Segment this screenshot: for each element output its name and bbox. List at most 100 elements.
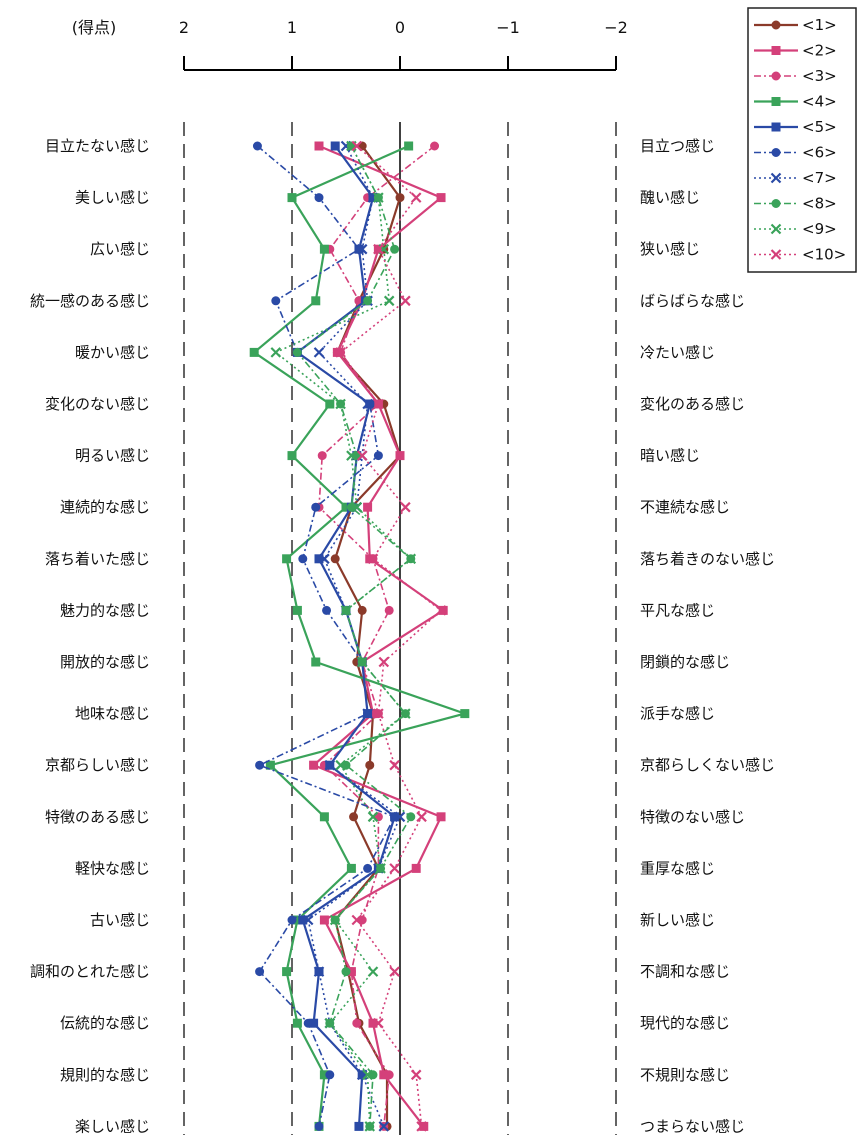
series-point <box>400 501 411 513</box>
series-point <box>309 760 319 770</box>
series-point <box>351 501 363 513</box>
series-point <box>373 398 384 410</box>
legend-label: <6> <box>802 144 837 162</box>
series-point <box>375 863 386 874</box>
axis-tick-label: 1 <box>287 18 297 37</box>
right-label: 派手な感じ <box>640 705 715 723</box>
legend-item: <6> <box>754 144 837 162</box>
series-point <box>404 141 414 151</box>
series-point <box>292 605 302 615</box>
series-point <box>314 1121 324 1131</box>
series-point <box>265 760 275 770</box>
series-point <box>373 243 384 255</box>
legend-item: <4> <box>754 93 837 111</box>
series-point <box>303 1018 313 1028</box>
series-point <box>324 759 336 771</box>
right-label: 冷たい感じ <box>640 343 715 361</box>
series-point <box>363 502 373 512</box>
right-label: 不連続な感じ <box>640 498 730 516</box>
series-point <box>319 553 330 565</box>
series-line <box>318 145 436 1127</box>
legend-marker <box>771 71 781 81</box>
left-label: 統一感のある感じ <box>30 292 150 310</box>
series-point <box>335 759 346 771</box>
legend-label: <2> <box>802 42 837 60</box>
series-point <box>389 966 400 977</box>
series-point <box>354 1121 364 1131</box>
series-point <box>287 915 297 925</box>
right-label: 変化のある感じ <box>640 395 745 413</box>
series-point <box>410 192 422 203</box>
series-point <box>324 1017 336 1029</box>
left-label: 開放的な感じ <box>60 653 150 671</box>
profile-series <box>249 140 470 1132</box>
series-point <box>330 554 340 564</box>
right-label: 特徴のない感じ <box>640 808 745 826</box>
series-point <box>322 605 332 615</box>
series-point <box>384 605 394 615</box>
series-point <box>363 296 373 306</box>
series-point <box>367 553 379 565</box>
series-point <box>356 656 368 668</box>
series-point <box>255 760 265 770</box>
series-point <box>363 863 373 873</box>
legend-label: <9> <box>802 220 837 238</box>
series-point <box>389 759 400 771</box>
series-point <box>367 811 379 823</box>
left-label: 特徴のある感じ <box>45 808 150 826</box>
series-point <box>298 554 308 564</box>
series-5 <box>292 141 400 1131</box>
series-point <box>346 863 356 873</box>
series-line <box>256 145 396 1127</box>
series-point <box>400 708 411 719</box>
series-point <box>405 553 417 565</box>
series-point <box>416 1121 427 1132</box>
right-label: 重厚な感じ <box>640 859 715 877</box>
series-point <box>270 347 282 358</box>
series-point <box>255 967 265 977</box>
series-point <box>311 657 321 667</box>
series-point <box>394 811 406 823</box>
series-point <box>389 863 400 874</box>
series-point <box>365 760 375 770</box>
series-6 <box>252 141 400 1131</box>
series-point <box>378 656 390 668</box>
legend-label: <3> <box>802 67 837 85</box>
series-point <box>287 451 297 461</box>
left-label: 地味な感じ <box>75 705 150 723</box>
series-point <box>411 863 421 873</box>
series-point <box>311 296 321 306</box>
legend-label: <5> <box>802 118 837 136</box>
legend-item: <3> <box>754 67 837 85</box>
legend-item: <5> <box>754 118 837 136</box>
legend-marker <box>770 172 782 184</box>
legend-item: <2> <box>754 42 837 60</box>
legend-marker <box>771 46 781 55</box>
legend-label: <4> <box>802 93 837 111</box>
series-point <box>373 451 383 461</box>
legend-marker <box>771 122 781 132</box>
series-point <box>302 914 314 926</box>
series-point <box>335 398 346 410</box>
series-point <box>314 141 324 151</box>
right-label: 京都らしくない感じ <box>640 756 775 774</box>
series-point <box>319 915 329 925</box>
axis-tick-label: −2 <box>604 18 628 37</box>
series-point <box>311 502 321 512</box>
left-label: 広い感じ <box>90 240 150 258</box>
series-point <box>357 605 367 615</box>
series-point <box>341 967 351 977</box>
legend-label: <10> <box>802 246 846 264</box>
right-label: 醜い感じ <box>640 189 700 207</box>
right-label: 平凡な感じ <box>640 601 715 619</box>
legend-marker <box>771 199 781 208</box>
legend-label: <1> <box>802 16 837 34</box>
series-point <box>410 1069 422 1081</box>
series-point <box>335 347 346 358</box>
series-point <box>287 193 297 203</box>
series-point <box>346 450 357 461</box>
right-label: 暗い感じ <box>640 447 700 465</box>
series-point <box>362 398 373 410</box>
left-label: 変化のない感じ <box>45 395 150 413</box>
right-label: 目立つ感じ <box>640 137 715 155</box>
